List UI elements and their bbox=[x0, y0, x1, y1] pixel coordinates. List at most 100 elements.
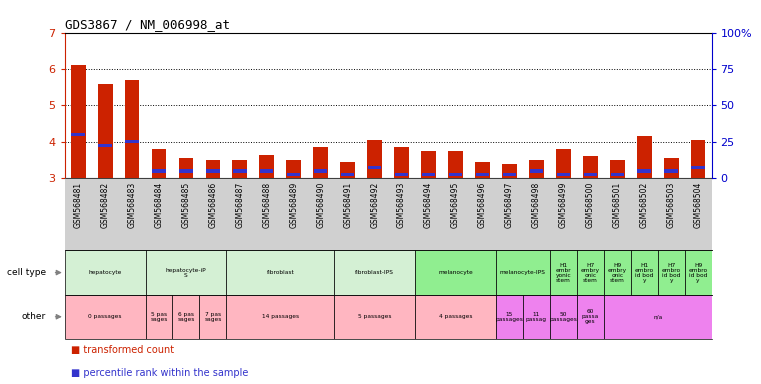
Text: GSM568496: GSM568496 bbox=[478, 182, 487, 228]
Text: H1
embro
id bod
y: H1 embro id bod y bbox=[635, 263, 654, 283]
Bar bbox=[415, 250, 496, 295]
Bar bbox=[314, 147, 328, 178]
Text: GSM568483: GSM568483 bbox=[128, 182, 136, 228]
Bar bbox=[98, 144, 112, 147]
Bar bbox=[65, 250, 145, 295]
Bar bbox=[685, 250, 712, 295]
Bar bbox=[368, 140, 382, 178]
Text: n/a: n/a bbox=[653, 314, 662, 319]
Text: hepatocyte-iP
S: hepatocyte-iP S bbox=[166, 268, 206, 278]
Text: H9
embro
id bod
y: H9 embro id bod y bbox=[689, 263, 708, 283]
Bar bbox=[233, 169, 247, 172]
Bar bbox=[692, 166, 705, 169]
Bar bbox=[529, 160, 544, 178]
Bar bbox=[314, 169, 327, 172]
Bar bbox=[556, 149, 571, 178]
Bar bbox=[691, 140, 705, 178]
Text: H1
embr
yonic
stem: H1 embr yonic stem bbox=[556, 263, 571, 283]
Bar bbox=[603, 250, 631, 295]
Text: GSM568492: GSM568492 bbox=[370, 182, 379, 228]
Bar bbox=[227, 295, 334, 339]
Text: ■ percentile rank within the sample: ■ percentile rank within the sample bbox=[72, 368, 249, 378]
Bar bbox=[97, 84, 113, 178]
Bar bbox=[395, 173, 408, 176]
Text: GSM568490: GSM568490 bbox=[317, 182, 325, 228]
Bar bbox=[71, 65, 85, 178]
Bar bbox=[603, 295, 712, 339]
Text: melanocyte: melanocyte bbox=[438, 270, 473, 275]
Text: GSM568482: GSM568482 bbox=[100, 182, 110, 228]
Text: hepatocyte: hepatocyte bbox=[88, 270, 122, 275]
Bar bbox=[286, 160, 301, 178]
Bar bbox=[664, 169, 678, 172]
Text: GSM568503: GSM568503 bbox=[667, 182, 676, 228]
Bar bbox=[577, 295, 603, 339]
Bar bbox=[287, 173, 301, 176]
Bar bbox=[496, 250, 550, 295]
Bar bbox=[126, 140, 139, 144]
Text: GSM568485: GSM568485 bbox=[181, 182, 190, 228]
Bar bbox=[227, 250, 334, 295]
Bar bbox=[631, 250, 658, 295]
Bar bbox=[496, 295, 523, 339]
Text: GSM568487: GSM568487 bbox=[235, 182, 244, 228]
Bar bbox=[145, 295, 173, 339]
Bar bbox=[72, 133, 84, 136]
Bar bbox=[125, 80, 139, 178]
Bar bbox=[205, 160, 221, 178]
Bar bbox=[448, 151, 463, 178]
Bar bbox=[422, 173, 435, 176]
Bar bbox=[151, 149, 167, 178]
Bar bbox=[206, 169, 220, 172]
Bar bbox=[610, 173, 624, 176]
Bar bbox=[334, 250, 415, 295]
Bar bbox=[180, 169, 193, 172]
Bar bbox=[583, 156, 597, 178]
Bar bbox=[664, 158, 679, 178]
Text: GSM568498: GSM568498 bbox=[532, 182, 541, 228]
Bar bbox=[530, 169, 543, 172]
Bar bbox=[449, 173, 462, 176]
Bar bbox=[610, 160, 625, 178]
Text: GSM568494: GSM568494 bbox=[424, 182, 433, 228]
Bar bbox=[341, 173, 355, 176]
Text: GDS3867 / NM_006998_at: GDS3867 / NM_006998_at bbox=[65, 18, 230, 31]
Text: GSM568500: GSM568500 bbox=[586, 182, 595, 228]
Bar bbox=[415, 295, 496, 339]
Text: GSM568504: GSM568504 bbox=[693, 182, 702, 228]
Bar bbox=[556, 173, 570, 176]
Text: 60
passa
ges: 60 passa ges bbox=[581, 309, 599, 324]
Text: GSM568488: GSM568488 bbox=[263, 182, 272, 228]
Bar bbox=[65, 295, 145, 339]
Text: H7
embro
id bod
y: H7 embro id bod y bbox=[661, 263, 680, 283]
Bar bbox=[394, 147, 409, 178]
Text: 6 pas
sages: 6 pas sages bbox=[177, 312, 195, 322]
Bar bbox=[179, 158, 193, 178]
Text: melanocyte-IPS: melanocyte-IPS bbox=[500, 270, 546, 275]
Bar bbox=[173, 295, 199, 339]
Text: cell type: cell type bbox=[7, 268, 46, 277]
Text: GSM568486: GSM568486 bbox=[209, 182, 218, 228]
Text: GSM568497: GSM568497 bbox=[505, 182, 514, 228]
Bar bbox=[658, 250, 685, 295]
Bar bbox=[475, 162, 490, 178]
Text: GSM568489: GSM568489 bbox=[289, 182, 298, 228]
Bar bbox=[550, 250, 577, 295]
Text: H9
embry
onic
stem: H9 embry onic stem bbox=[607, 263, 627, 283]
Bar bbox=[340, 162, 355, 178]
Text: GSM568484: GSM568484 bbox=[154, 182, 164, 228]
Bar bbox=[368, 166, 381, 169]
Text: GSM568501: GSM568501 bbox=[613, 182, 622, 228]
Bar bbox=[584, 173, 597, 176]
Text: 15
passages: 15 passages bbox=[495, 312, 524, 322]
Bar bbox=[334, 295, 415, 339]
Bar bbox=[476, 173, 489, 176]
Text: 5 passages: 5 passages bbox=[358, 314, 391, 319]
Bar bbox=[145, 250, 227, 295]
Text: 14 passages: 14 passages bbox=[262, 314, 299, 319]
Text: GSM568495: GSM568495 bbox=[451, 182, 460, 228]
Bar bbox=[637, 136, 651, 178]
Bar bbox=[577, 250, 603, 295]
Bar bbox=[199, 295, 227, 339]
Bar bbox=[550, 295, 577, 339]
